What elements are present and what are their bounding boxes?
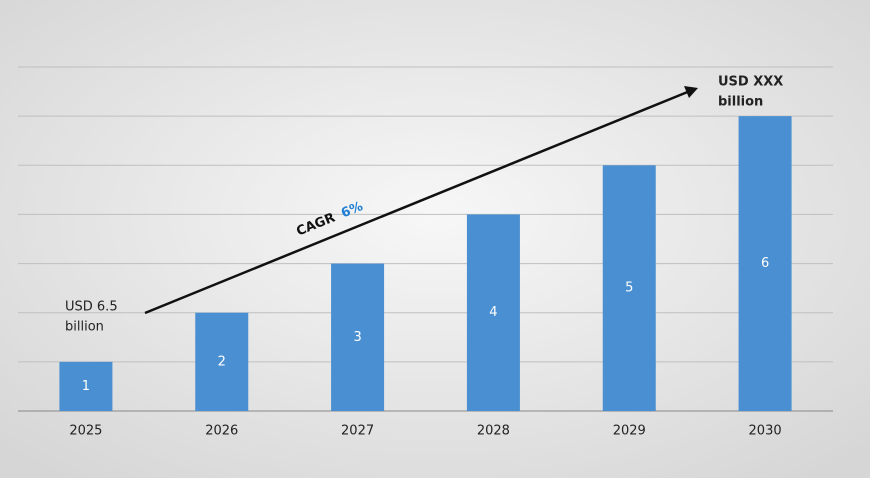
bar [466, 214, 520, 411]
x-tick-label: 2030 [749, 424, 782, 439]
data-label: 4 [489, 305, 497, 320]
data-label: 6 [761, 256, 769, 271]
data-label: 5 [625, 281, 633, 296]
x-tick-label: 2028 [477, 424, 510, 439]
bar [59, 361, 113, 411]
end-label: billion [718, 95, 763, 110]
x-tick-label: 2027 [341, 424, 374, 439]
data-label: 1 [82, 379, 90, 394]
bar [738, 116, 792, 412]
data-label: 3 [353, 330, 361, 345]
start-label: billion [65, 320, 104, 335]
bar [331, 263, 385, 411]
x-tick-label: 2026 [205, 424, 238, 439]
data-label: 2 [218, 354, 226, 369]
x-tick-label: 2029 [613, 424, 646, 439]
end-label: USD XXX [718, 75, 783, 90]
bar [602, 165, 656, 411]
start-label: USD 6.5 [65, 300, 118, 315]
cagr-arrow [144, 89, 691, 315]
x-tick-label: 2025 [69, 424, 102, 439]
bar [195, 312, 249, 411]
arrow-head [684, 86, 698, 98]
